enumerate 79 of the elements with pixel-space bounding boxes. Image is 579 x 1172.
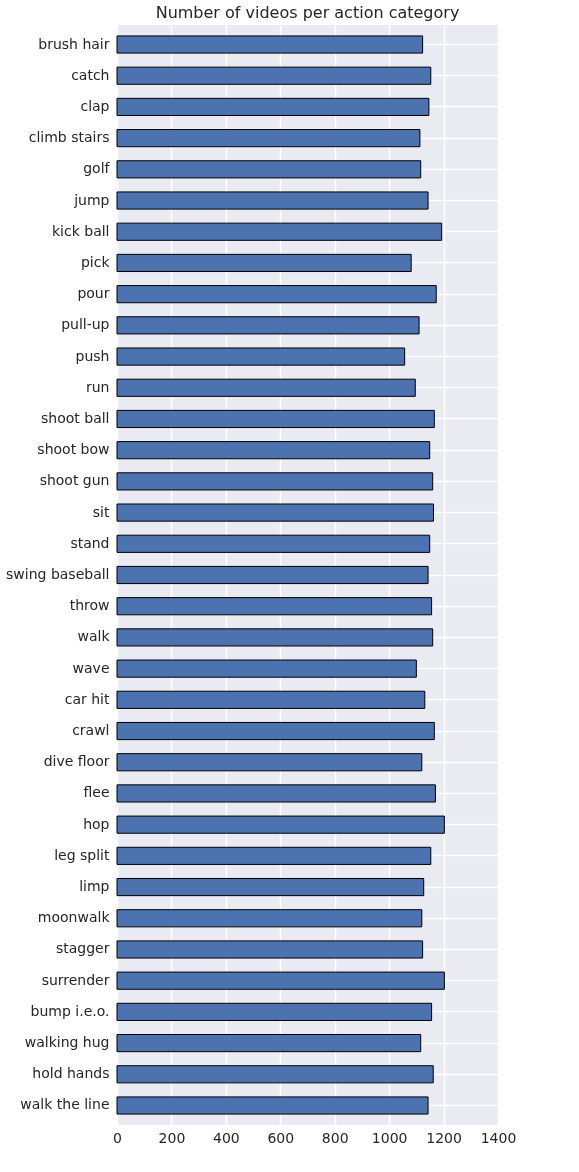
y-tick-label: leg split bbox=[54, 846, 110, 863]
bar bbox=[116, 160, 422, 179]
bar bbox=[116, 753, 423, 772]
x-tick-label: 600 bbox=[267, 1129, 295, 1146]
y-tick-label: surrender bbox=[41, 971, 110, 988]
x-tick-label: 1400 bbox=[480, 1129, 517, 1146]
bar bbox=[116, 1065, 434, 1084]
bar bbox=[116, 846, 432, 865]
y-tick-label: moonwalk bbox=[37, 909, 111, 926]
y-tick-label: stand bbox=[70, 534, 110, 551]
x-tick-label: 400 bbox=[212, 1129, 240, 1146]
y-tick-label: golf bbox=[83, 160, 111, 177]
bar bbox=[116, 378, 416, 397]
y-tick-label: sit bbox=[92, 503, 110, 520]
y-tick-label: push bbox=[75, 347, 110, 364]
bar bbox=[116, 534, 431, 553]
bar bbox=[116, 784, 436, 803]
bar bbox=[116, 628, 434, 647]
y-tick-label: flee bbox=[83, 784, 110, 801]
y-tick-label: wave bbox=[72, 659, 110, 676]
y-tick-label: swing baseball bbox=[6, 566, 110, 582]
bar bbox=[116, 97, 430, 116]
y-tick-label: catch bbox=[71, 66, 110, 83]
y-tick-label: car hit bbox=[64, 690, 111, 707]
y-tick-label: throw bbox=[69, 597, 110, 614]
y-tick-label: shoot ball bbox=[41, 409, 110, 426]
bar bbox=[116, 565, 429, 585]
bar bbox=[116, 253, 412, 273]
y-tick-label: pull-up bbox=[61, 316, 110, 333]
bar bbox=[116, 503, 434, 522]
y-tick-label: dive floor bbox=[43, 753, 110, 770]
y-tick-label: hold hands bbox=[32, 1065, 110, 1082]
bar bbox=[116, 690, 426, 709]
x-tick-label: 800 bbox=[321, 1129, 349, 1146]
y-tick-label: stagger bbox=[55, 940, 110, 957]
bar bbox=[116, 347, 406, 366]
y-tick-label: pick bbox=[80, 253, 111, 270]
bar bbox=[116, 940, 424, 959]
bar bbox=[116, 285, 437, 304]
chart-title: Number of videos per action category bbox=[155, 3, 460, 22]
x-tick-label: 1000 bbox=[371, 1129, 408, 1146]
bar bbox=[116, 909, 423, 928]
bar bbox=[116, 441, 431, 460]
y-tick-label: walk the line bbox=[20, 1096, 110, 1113]
y-tick-label: brush hair bbox=[38, 35, 110, 52]
y-tick-label: crawl bbox=[72, 722, 110, 739]
y-tick-label: jump bbox=[73, 191, 110, 208]
y-tick-label: clap bbox=[80, 97, 110, 114]
bar bbox=[116, 1096, 429, 1115]
y-tick-label: walk bbox=[77, 628, 111, 645]
bar bbox=[116, 191, 429, 210]
y-tick-label: limp bbox=[79, 878, 110, 895]
bar bbox=[116, 1002, 433, 1021]
bar bbox=[116, 472, 434, 491]
bar bbox=[116, 1034, 422, 1053]
bar bbox=[116, 66, 432, 85]
y-tick-label: walking hug bbox=[24, 1034, 110, 1051]
y-tick-label: run bbox=[85, 378, 110, 395]
bar bbox=[116, 971, 445, 990]
y-tick-label: bump i.e.o. bbox=[30, 1002, 110, 1019]
x-tick-label: 200 bbox=[158, 1129, 186, 1146]
y-tick-label: hop bbox=[83, 815, 110, 832]
bar bbox=[116, 815, 445, 834]
bar bbox=[116, 222, 443, 241]
y-tick-label: pour bbox=[77, 285, 110, 302]
bar bbox=[116, 409, 435, 429]
bar bbox=[116, 597, 433, 616]
y-tick-label: shoot bow bbox=[37, 441, 110, 458]
y-tick-label: climb stairs bbox=[28, 129, 110, 146]
x-tick-label: 1200 bbox=[426, 1129, 462, 1146]
x-tick-label: 0 bbox=[113, 1129, 122, 1146]
y-tick-label: kick ball bbox=[52, 222, 110, 239]
bar bbox=[116, 877, 425, 897]
bar bbox=[116, 316, 420, 335]
bar bbox=[116, 721, 435, 741]
bar bbox=[116, 659, 417, 678]
bar bbox=[116, 35, 424, 54]
bar bbox=[116, 129, 421, 148]
y-tick-label: shoot gun bbox=[39, 472, 110, 489]
